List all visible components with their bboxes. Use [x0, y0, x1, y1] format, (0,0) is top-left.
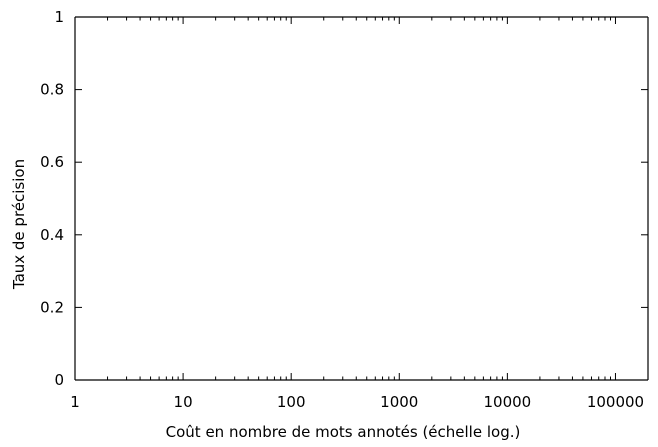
y-axis-label: Taux de précision: [10, 159, 28, 290]
x-axis-label: Coût en nombre de mots annotés (échelle …: [166, 423, 521, 441]
x-tick-label: 1: [70, 393, 80, 411]
ticks: 1 10 100 1000 10000 100000 0 0.2 0.4 0.6 0.8 1: [40, 8, 649, 411]
y-tick-label: 0.2: [40, 298, 64, 316]
x-tick-label: 100: [277, 393, 306, 411]
x-tick-label: 10000: [484, 393, 532, 411]
y-tick-label: 0.6: [40, 153, 64, 171]
plot-frame: [74, 16, 649, 381]
y-tick-label: 1: [54, 8, 64, 26]
y-tick-label: 0: [54, 371, 64, 389]
x-tick-label: 1000: [380, 393, 418, 411]
y-tick-label: 0.4: [40, 226, 64, 244]
x-tick-label: 10: [174, 393, 193, 411]
x-tick-label: 100000: [587, 393, 644, 411]
y-tick-label: 0.8: [40, 81, 64, 99]
